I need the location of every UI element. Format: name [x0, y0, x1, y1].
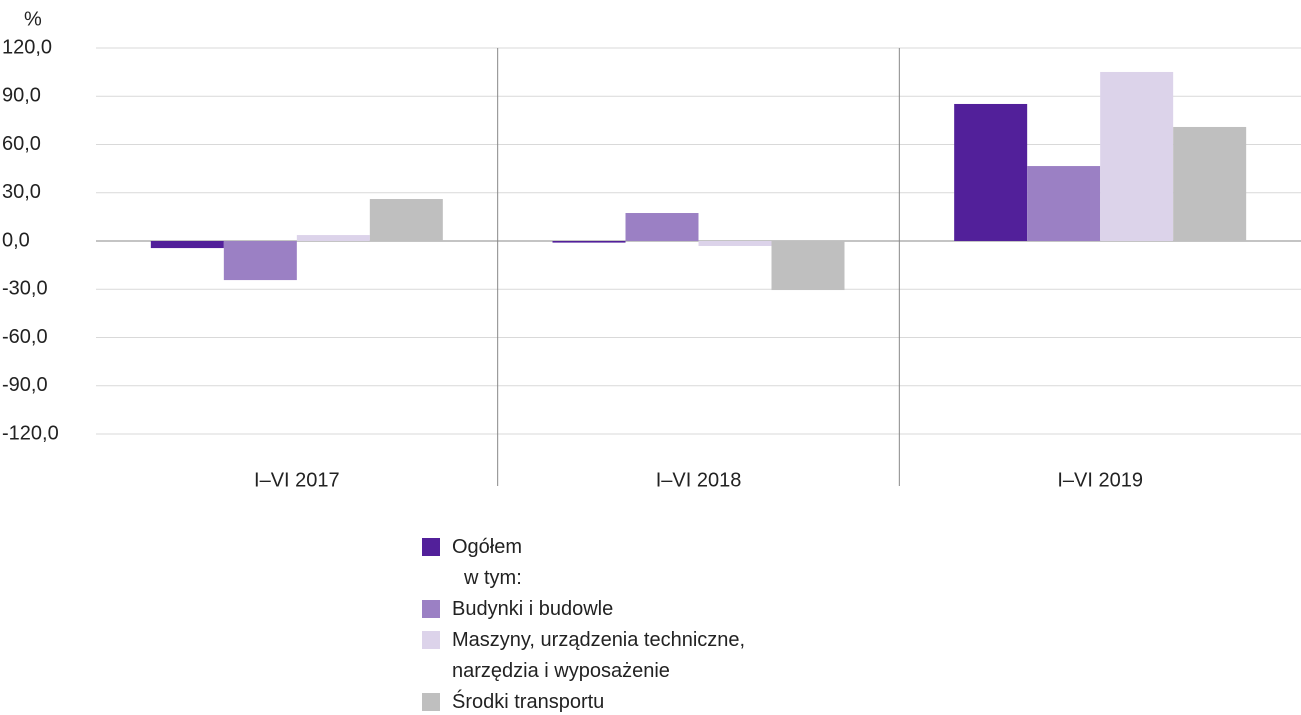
bar	[552, 241, 626, 243]
y-tick-label: -30,0	[2, 278, 48, 300]
legend-swatch	[422, 631, 440, 649]
y-tick-label: 30,0	[2, 181, 41, 203]
legend-swatch	[422, 538, 440, 556]
bar	[625, 213, 699, 241]
legend-label: Maszyny, urządzenia techniczne, narzędzi…	[452, 629, 746, 682]
y-tick-label: 120,0	[2, 36, 52, 58]
x-tick-label: I–VI 2018	[656, 469, 742, 491]
legend: Ogółem w tym: Budynki i budowle Maszyny, ur…	[422, 532, 812, 715]
bar	[1173, 126, 1247, 241]
bar	[698, 241, 772, 246]
legend-item: Środki transportu	[422, 687, 812, 715]
bar	[223, 241, 297, 281]
bar	[369, 199, 443, 241]
legend-item: Maszyny, urządzenia techniczne, narzędzi…	[422, 625, 812, 687]
y-tick-label: -60,0	[2, 326, 48, 348]
y-tick-label: 60,0	[2, 133, 41, 155]
chart: % -120,0 -90,0 -60,0 -30,0 0,0 30,0 60,0 90,0 12…	[2, 8, 1301, 491]
legend-label: Ogółem	[452, 536, 523, 558]
y-tick-label: -120,0	[2, 422, 59, 444]
legend-note: w tym:	[464, 567, 522, 589]
y-tick-label: 0,0	[2, 229, 30, 251]
legend-item: Budynki i budowle	[422, 594, 812, 625]
bar	[771, 241, 845, 291]
bar	[954, 103, 1028, 241]
y-unit: %	[24, 8, 42, 30]
legend-swatch	[422, 600, 440, 618]
bar	[150, 241, 224, 249]
bar	[1027, 166, 1101, 241]
legend-swatch	[422, 693, 440, 711]
bar	[296, 235, 370, 241]
x-tick-label: I–VI 2017	[254, 469, 340, 491]
legend-label: Środki transportu	[452, 691, 605, 713]
legend-label: Budynki i budowle	[452, 598, 614, 620]
bar	[1100, 71, 1174, 241]
y-tick-label: -90,0	[2, 374, 48, 396]
y-tick-label: 90,0	[2, 85, 41, 107]
legend-item: Ogółem	[422, 532, 812, 563]
x-tick-label: I–VI 2019	[1057, 469, 1143, 491]
